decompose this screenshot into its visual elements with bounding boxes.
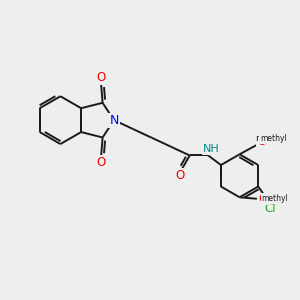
Text: NH: NH xyxy=(203,144,220,154)
Text: O: O xyxy=(97,71,106,84)
Text: O: O xyxy=(97,156,106,169)
Text: methyl: methyl xyxy=(262,194,288,203)
Text: N: N xyxy=(109,114,119,127)
Text: O: O xyxy=(258,194,267,204)
Text: methyl: methyl xyxy=(255,134,287,143)
Text: methyl: methyl xyxy=(260,134,287,143)
Text: O: O xyxy=(257,137,266,147)
Text: Cl: Cl xyxy=(264,202,276,214)
Text: O: O xyxy=(176,169,184,182)
